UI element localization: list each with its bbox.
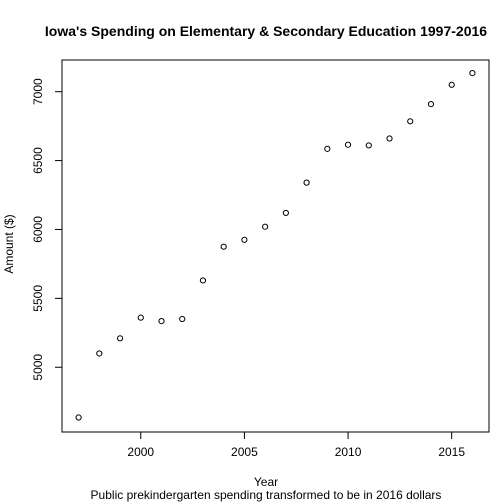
data-point: [407, 118, 414, 125]
data-point: [469, 69, 476, 77]
data-points: [75, 69, 476, 421]
x-axis-ticks: 2000 2005 2010 2015: [127, 432, 465, 459]
y-tick-label: 6000: [31, 216, 45, 243]
y-tick-label: 5500: [31, 285, 45, 312]
y-tick-label: 5000: [31, 354, 45, 381]
x-tick-label: 2010: [335, 445, 362, 459]
data-point: [303, 179, 310, 186]
x-tick-label: 2000: [127, 445, 154, 459]
x-tick-label: 2015: [438, 445, 465, 459]
x-tick-label: 2005: [231, 445, 258, 459]
data-point: [365, 142, 372, 149]
data-point: [282, 209, 289, 217]
data-point: [116, 335, 124, 342]
chart-subtitle: Public prekindergarten spending transfor…: [91, 488, 442, 502]
data-point: [75, 414, 82, 421]
y-tick-label: 6500: [31, 147, 45, 174]
data-point: [96, 350, 103, 357]
y-axis-label: Amount ($): [2, 214, 16, 273]
data-point: [220, 243, 227, 250]
x-axis-label: Year: [254, 475, 278, 489]
data-point: [386, 135, 393, 142]
data-point: [137, 314, 144, 321]
data-point: [179, 315, 186, 323]
plot-area-frame: [61, 59, 490, 433]
chart-title: Iowa's Spending on Elementary & Secondar…: [45, 23, 487, 39]
y-tick-label: 7000: [31, 78, 45, 105]
data-point: [262, 223, 269, 230]
data-point: [158, 317, 165, 325]
data-point: [241, 236, 248, 243]
y-axis-ticks: 5000 5500 6000 6500 7000: [31, 78, 62, 381]
data-point: [344, 141, 352, 148]
data-point: [448, 81, 455, 88]
data-point: [324, 145, 331, 152]
data-point: [427, 100, 435, 108]
data-point: [199, 277, 207, 284]
